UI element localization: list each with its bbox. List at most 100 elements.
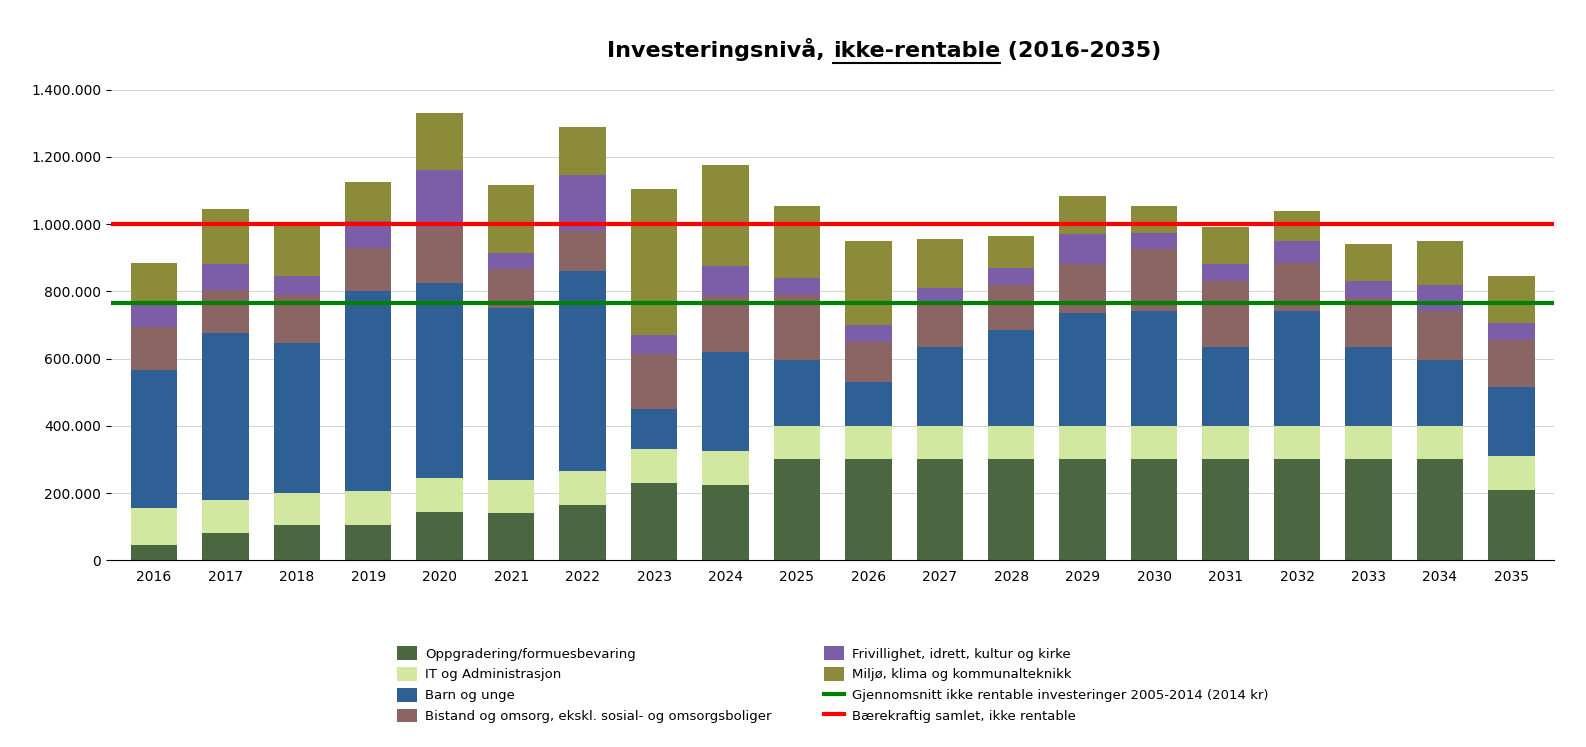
Bar bbox=[488, 252, 534, 270]
Bar bbox=[1345, 244, 1393, 282]
Text: (2016-2035): (2016-2035) bbox=[999, 41, 1161, 61]
Bar bbox=[1202, 347, 1248, 426]
Bar bbox=[774, 205, 820, 278]
Bar bbox=[1274, 241, 1320, 263]
Bar bbox=[201, 264, 249, 290]
Bar bbox=[1488, 490, 1535, 560]
Bar bbox=[1202, 227, 1248, 264]
Bar bbox=[1416, 459, 1464, 560]
Bar bbox=[774, 360, 820, 426]
Bar bbox=[845, 459, 891, 560]
Bar bbox=[1274, 211, 1320, 241]
Bar bbox=[774, 459, 820, 560]
Bar bbox=[130, 371, 178, 508]
Bar bbox=[703, 485, 749, 560]
Bar bbox=[346, 248, 392, 291]
Bar bbox=[417, 478, 463, 512]
Bar bbox=[988, 459, 1034, 560]
Bar bbox=[417, 114, 463, 170]
Bar bbox=[201, 290, 249, 333]
Bar bbox=[560, 176, 606, 231]
Bar bbox=[774, 426, 820, 459]
Bar bbox=[1345, 282, 1393, 298]
Bar bbox=[703, 266, 749, 297]
Bar bbox=[988, 236, 1034, 267]
Bar bbox=[273, 344, 320, 493]
Bar bbox=[488, 480, 534, 513]
Bar bbox=[917, 459, 963, 560]
Bar bbox=[1202, 282, 1248, 347]
Bar bbox=[1488, 456, 1535, 490]
Bar bbox=[130, 326, 178, 371]
Bar bbox=[488, 185, 534, 252]
Bar bbox=[1202, 426, 1248, 459]
Bar bbox=[1416, 311, 1464, 360]
Bar bbox=[703, 451, 749, 485]
Bar bbox=[273, 224, 320, 276]
Bar bbox=[917, 426, 963, 459]
Bar bbox=[346, 182, 392, 221]
Text: Investeringsnivå,: Investeringsnivå, bbox=[607, 38, 833, 61]
Bar bbox=[631, 353, 677, 409]
Bar bbox=[1131, 311, 1177, 426]
Text: ikke-rentable: ikke-rentable bbox=[833, 41, 999, 61]
Bar bbox=[417, 170, 463, 227]
Bar bbox=[1345, 426, 1393, 459]
Bar bbox=[201, 209, 249, 264]
Bar bbox=[917, 239, 963, 288]
Bar bbox=[488, 309, 534, 480]
Bar bbox=[560, 471, 606, 505]
Bar bbox=[130, 303, 178, 326]
Bar bbox=[1131, 249, 1177, 311]
Bar bbox=[560, 505, 606, 560]
Bar bbox=[1274, 311, 1320, 426]
Bar bbox=[1274, 426, 1320, 459]
Bar bbox=[1274, 263, 1320, 311]
Bar bbox=[774, 295, 820, 360]
Bar bbox=[1488, 340, 1535, 387]
Bar bbox=[845, 382, 891, 426]
Bar bbox=[417, 227, 463, 283]
Legend: Oppgradering/formuesbevaring, IT og Administrasjon, Barn og unge, Bistand og oms: Oppgradering/formuesbevaring, IT og Admi… bbox=[396, 646, 1269, 723]
Bar bbox=[631, 449, 677, 483]
Bar bbox=[273, 493, 320, 525]
Bar bbox=[1059, 459, 1105, 560]
Bar bbox=[1202, 264, 1248, 282]
Bar bbox=[1488, 323, 1535, 340]
Bar bbox=[1416, 285, 1464, 311]
Bar bbox=[631, 335, 677, 353]
Bar bbox=[988, 426, 1034, 459]
Bar bbox=[917, 288, 963, 305]
Bar bbox=[988, 330, 1034, 426]
Bar bbox=[703, 297, 749, 352]
Bar bbox=[488, 513, 534, 560]
Bar bbox=[1345, 347, 1393, 426]
Bar bbox=[130, 508, 178, 545]
Bar bbox=[988, 285, 1034, 330]
Bar bbox=[417, 512, 463, 560]
Bar bbox=[273, 294, 320, 344]
Bar bbox=[346, 492, 392, 525]
Bar bbox=[917, 305, 963, 347]
Bar bbox=[1416, 360, 1464, 426]
Bar bbox=[1131, 459, 1177, 560]
Bar bbox=[1488, 387, 1535, 456]
Bar bbox=[1059, 313, 1105, 426]
Bar bbox=[1345, 298, 1393, 347]
Bar bbox=[1202, 459, 1248, 560]
Bar bbox=[1059, 235, 1105, 264]
Bar bbox=[1131, 426, 1177, 459]
Bar bbox=[201, 333, 249, 500]
Bar bbox=[845, 241, 891, 325]
Bar bbox=[273, 276, 320, 294]
Bar bbox=[130, 545, 178, 560]
Bar bbox=[1416, 426, 1464, 459]
Bar bbox=[1059, 264, 1105, 313]
Bar bbox=[201, 533, 249, 560]
Bar bbox=[488, 270, 534, 308]
Bar bbox=[774, 278, 820, 294]
Bar bbox=[1345, 459, 1393, 560]
Bar bbox=[273, 525, 320, 560]
Bar bbox=[1131, 205, 1177, 232]
Bar bbox=[703, 165, 749, 266]
